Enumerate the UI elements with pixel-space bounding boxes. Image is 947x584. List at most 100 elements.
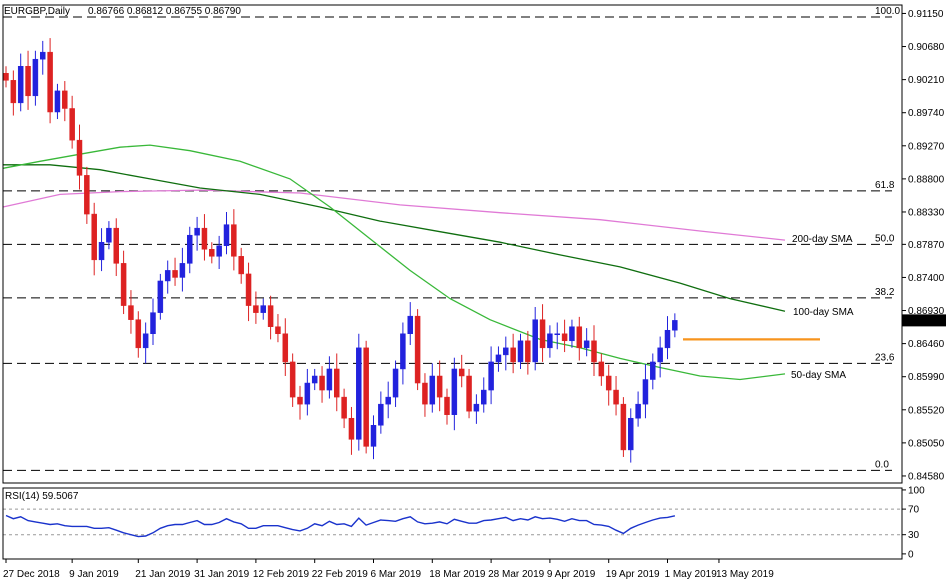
price-axis-label: 0.85990 (908, 372, 945, 383)
time-axis-label: 1 May 2019 (665, 569, 718, 580)
sma100-label: 100-day SMA (793, 307, 854, 318)
candle-body (179, 263, 186, 278)
candle-body (429, 375, 436, 405)
rsi-layer (3, 508, 902, 538)
fib-level-label: 100.0 (875, 6, 900, 17)
candle-body (495, 354, 502, 363)
candle-body (591, 340, 597, 363)
rsi-axis-label: 30 (908, 530, 920, 541)
rsi-axis-label: 70 (908, 505, 920, 516)
candle-body (84, 175, 90, 215)
candle-body (164, 270, 171, 282)
candle-body (157, 280, 164, 313)
candle-body (201, 227, 208, 250)
candle-body (32, 58, 39, 97)
candle-body (576, 326, 583, 349)
candle-body (267, 305, 274, 327)
candle-body (503, 347, 509, 356)
candle-body (392, 368, 399, 398)
time-axis-label: 18 Mar 2019 (429, 569, 486, 580)
chart-header-ohlc: 0.86766 0.86812 0.86755 0.86790 (88, 6, 241, 17)
price-axis-label: 0.86930 (908, 306, 945, 317)
candle-body (106, 227, 112, 243)
candle-body (289, 361, 296, 398)
candle-body (363, 347, 369, 447)
candle-body (231, 224, 237, 257)
candle-body (635, 403, 641, 419)
candle-body (311, 375, 318, 384)
candle-body (620, 403, 627, 451)
rsi-pane-frame (2, 487, 903, 560)
time-axis-label: 31 Jan 2019 (194, 569, 249, 580)
price-axis-label: 0.89270 (908, 141, 945, 152)
candles-layer (3, 38, 678, 463)
last-price-badge (902, 314, 946, 327)
candle-body (341, 396, 347, 419)
price-axis-label: 0.85520 (908, 405, 945, 416)
candle-body (517, 340, 524, 363)
candle-body (525, 340, 531, 363)
candle-body (172, 270, 178, 278)
time-axis-label: 22 Feb 2019 (312, 569, 369, 580)
axes-layer: 0.91150 0.90680 0.90210 0.89740 0.89270 0.888… (2, 4, 945, 580)
candle-body (510, 347, 516, 363)
candle-body (326, 368, 333, 391)
candle-body (25, 65, 31, 97)
candle-body (598, 361, 605, 377)
candle-body (348, 417, 355, 440)
price-axis-label: 0.88330 (908, 207, 945, 218)
time-axis-label: 9 Apr 2019 (547, 569, 596, 580)
candle-body (275, 326, 281, 335)
candle-body (3, 73, 9, 81)
candle-body (319, 375, 325, 391)
candle-body (216, 245, 222, 257)
candle-body (400, 333, 406, 370)
candle-body (539, 319, 546, 349)
candle-body (444, 396, 450, 415)
time-axis-label: 27 Dec 2018 (3, 569, 60, 580)
fib-level-label: 50.0 (875, 233, 895, 244)
candle-body (135, 319, 142, 349)
candle-body (223, 224, 230, 247)
candle-body (47, 51, 53, 113)
candle-body (238, 256, 244, 275)
candle-body (260, 305, 266, 313)
candle-body (282, 333, 289, 363)
candle-body (187, 234, 193, 264)
sma50-label: 50-day SMA (791, 370, 846, 381)
sma200-line (2, 189, 786, 241)
fib-level-label: 61.8 (875, 180, 895, 191)
candle-body (657, 347, 663, 363)
candle-body (98, 241, 105, 261)
candle-body (17, 65, 24, 104)
candle-body (613, 389, 619, 405)
candle-body (370, 425, 377, 447)
sma200-label: 200-day SMA (792, 234, 853, 245)
candle-body (253, 305, 259, 313)
candle-body (40, 51, 46, 60)
candle-body (414, 315, 421, 384)
chart-header-symbol: EURGBP,Daily (4, 6, 70, 17)
time-axis-label: 19 Apr 2019 (606, 569, 660, 580)
candle-body (69, 108, 75, 141)
price-axis-label: 0.89740 (908, 108, 945, 119)
time-axis-label: 21 Jan 2019 (135, 569, 190, 580)
candle-body (628, 417, 634, 451)
candle-body (458, 368, 465, 377)
candle-body (605, 375, 612, 391)
candle-body (334, 368, 340, 398)
last-price-label: 0.86790 (905, 316, 942, 327)
candle-body (128, 305, 134, 320)
price-axis-label: 0.87400 (908, 273, 945, 284)
candle-body (488, 361, 494, 391)
candle-body (194, 227, 200, 236)
time-axis-label: 13 May 2019 (716, 569, 774, 580)
rsi-axis-label: 0 (908, 549, 914, 560)
fib-level-label: 38.2 (875, 287, 895, 298)
candle-body (76, 139, 83, 176)
candle-body (209, 249, 215, 257)
price-axis-label: 0.86460 (908, 339, 945, 350)
price-axis-label: 0.88800 (908, 174, 945, 185)
